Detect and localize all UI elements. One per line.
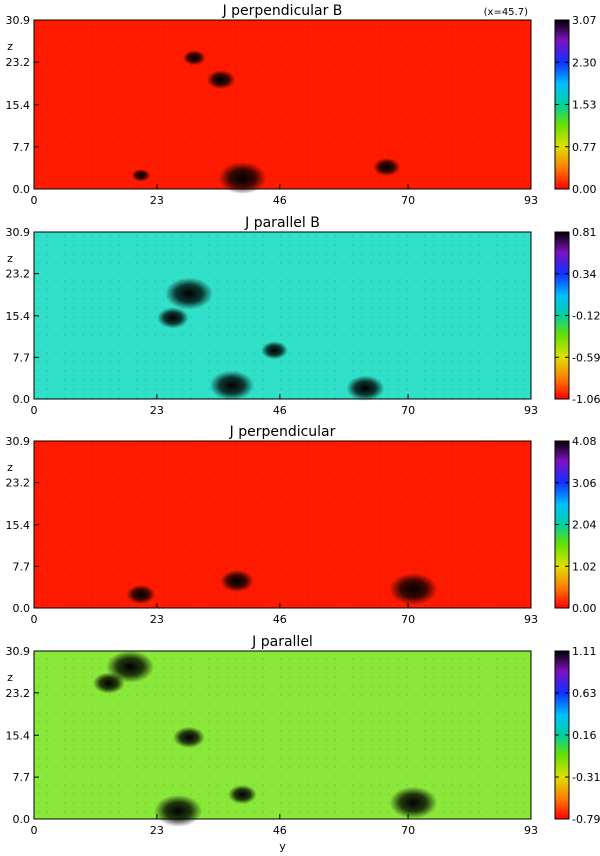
x-tick-label: 93 (524, 824, 538, 837)
colorbar-tick-label: 1.11 (572, 645, 597, 658)
y-tick-label: 30.9 (6, 645, 31, 658)
colorbar-tick-label: 0.00 (572, 602, 597, 615)
x-tick-label: 70 (401, 194, 415, 207)
y-tick-label: 23.2 (6, 687, 31, 700)
colorbar-tick-label: -0.79 (572, 813, 600, 826)
x-tick-label: 0 (31, 404, 38, 417)
x-tick-label: 23 (150, 194, 164, 207)
y-tick-label: 30.9 (6, 14, 31, 27)
y-tick-label: 0.0 (13, 183, 31, 196)
y-axis-label: z (7, 671, 13, 684)
y-axis-label: z (7, 252, 13, 265)
y-tick-label: 0.0 (13, 393, 31, 406)
x-tick-label: 46 (273, 194, 287, 207)
x-tick-label: 70 (401, 404, 415, 417)
y-axis-label: z (7, 461, 13, 474)
x-tick-label: 70 (401, 824, 415, 837)
y-tick-label: 15.4 (6, 310, 31, 323)
colorbar-tick-label: 4.08 (572, 435, 597, 448)
y-tick-label: 7.7 (13, 560, 31, 573)
x-tick-label: 0 (31, 824, 38, 837)
y-tick-label: 23.2 (6, 56, 31, 69)
panel-title: J parallel B (244, 215, 320, 231)
x-tick-label: 23 (150, 824, 164, 837)
colorbar-tick-label: 0.16 (572, 729, 597, 742)
colorbar-tick-label: -1.06 (572, 393, 600, 406)
y-tick-label: 7.7 (13, 771, 31, 784)
y-tick-label: 30.9 (6, 226, 31, 239)
colorbar-tick-label: 0.81 (572, 226, 597, 239)
y-axis-label: z (7, 40, 13, 53)
x-tick-label: 93 (524, 404, 538, 417)
y-tick-label: 7.7 (13, 141, 31, 154)
panel-2 (33, 231, 570, 401)
x-tick-label: 0 (31, 613, 38, 626)
colorbar-tick-label: 0.34 (572, 268, 597, 281)
annotation-label: (x=45.7) (484, 7, 528, 18)
x-tick-label: 46 (273, 824, 287, 837)
panel-title: J perpendicular B (222, 3, 343, 19)
x-tick-label: 93 (524, 613, 538, 626)
x-tick-label: 0 (31, 194, 38, 207)
colorbar-tick-label: -0.12 (572, 310, 600, 323)
panel-title: J perpendicular (229, 424, 336, 440)
colorbar-tick-label: 2.04 (572, 519, 597, 532)
colorbar-tick-label: 3.06 (572, 477, 597, 490)
x-tick-label: 46 (273, 404, 287, 417)
y-tick-label: 23.2 (6, 268, 31, 281)
y-tick-label: 15.4 (6, 99, 31, 112)
colorbar-tick-label: 0.00 (572, 183, 597, 196)
y-tick-label: 15.4 (6, 519, 31, 532)
colorbar-tick-label: 0.77 (572, 141, 597, 154)
colorbar-tick-label: 0.63 (572, 687, 597, 700)
y-tick-label: 0.0 (13, 602, 31, 615)
x-axis-label: y (279, 840, 286, 853)
colorbar-tick-label: 1.02 (572, 560, 597, 573)
x-tick-label: 46 (273, 613, 287, 626)
vector-overlay (34, 20, 531, 189)
x-tick-label: 23 (150, 404, 164, 417)
y-tick-label: 15.4 (6, 729, 31, 742)
y-tick-label: 7.7 (13, 351, 31, 364)
panel-title: J parallel (251, 634, 313, 650)
x-tick-label: 93 (524, 194, 538, 207)
colorbar-tick-label: -0.59 (572, 351, 600, 364)
colorbar-tick-label: 1.53 (572, 99, 597, 112)
panel-1 (33, 19, 570, 195)
panel-4 (33, 650, 570, 827)
colorbar-tick-label: 2.30 (572, 56, 597, 69)
vector-overlay (34, 651, 531, 819)
y-tick-label: 0.0 (13, 813, 31, 826)
x-tick-label: 23 (150, 613, 164, 626)
y-tick-label: 30.9 (6, 435, 31, 448)
vector-overlay (34, 441, 531, 608)
colorbar-tick-label: -0.31 (572, 771, 600, 784)
panel-3 (33, 440, 570, 609)
vector-overlay (34, 232, 531, 399)
colorbar-tick-label: 3.07 (572, 14, 597, 27)
x-tick-label: 70 (401, 613, 415, 626)
y-tick-label: 23.2 (6, 477, 31, 490)
